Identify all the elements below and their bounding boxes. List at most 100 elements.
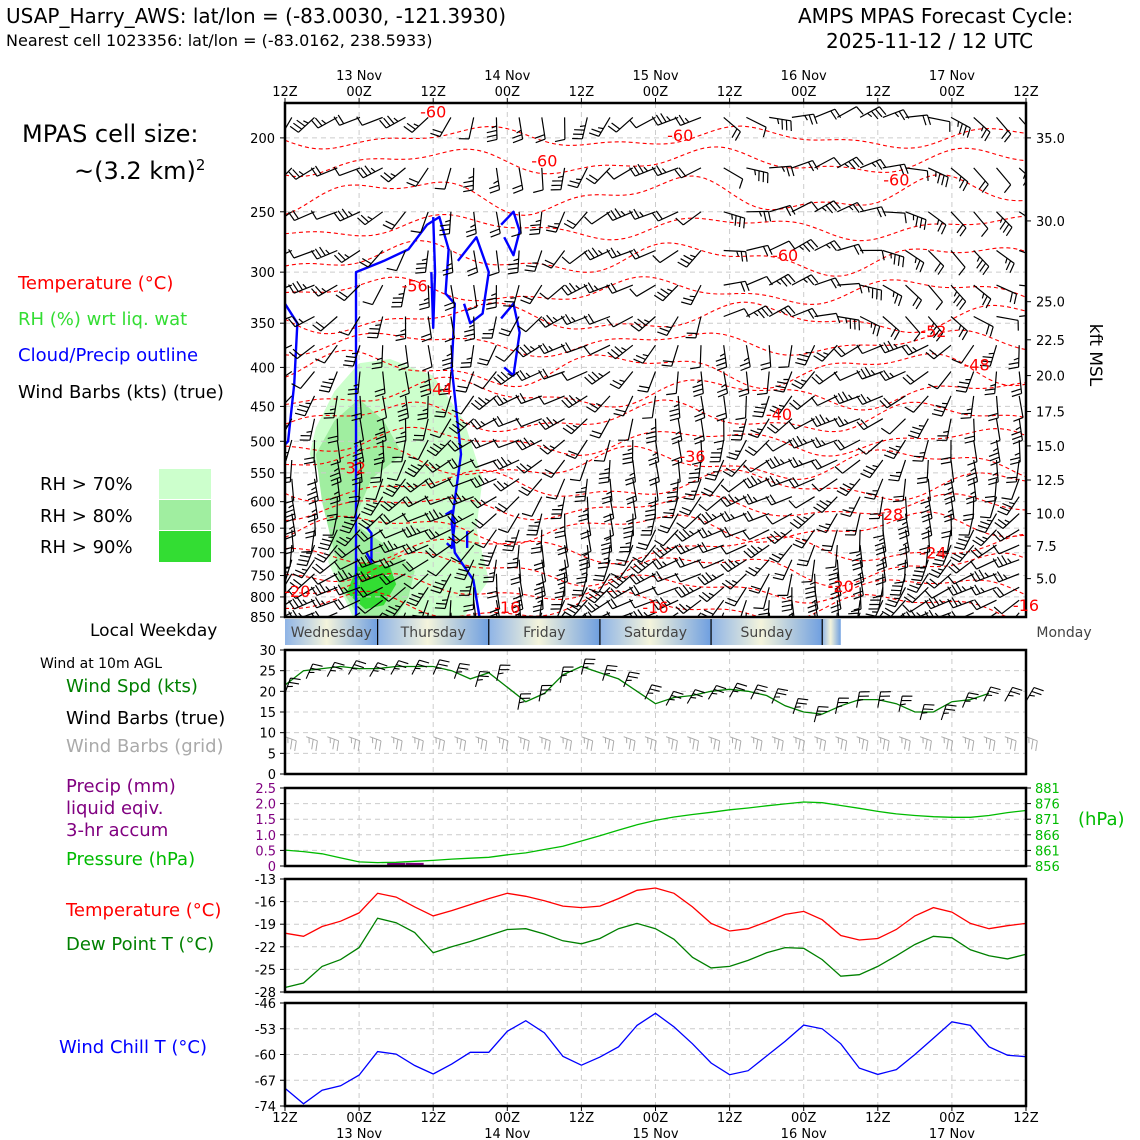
legend-temperature: Temperature (°C): [18, 273, 174, 294]
wind-barb: [538, 343, 565, 355]
wind-barb: [481, 316, 497, 339]
wind-barb: [539, 284, 565, 300]
wind-barb: [429, 418, 452, 439]
wind-barb: [768, 240, 796, 252]
wind-barb: [820, 529, 838, 552]
wind-barb: [674, 167, 702, 179]
wind-barb: [560, 282, 588, 296]
wind-barb: [560, 370, 588, 381]
legend-precip-2: liquid eqiv.: [66, 798, 164, 819]
legend-pressure: Pressure (hPa): [66, 849, 196, 870]
wind-barb: [652, 544, 679, 559]
wind-barb: [588, 573, 611, 594]
wind-barb: [830, 587, 842, 614]
wind-barb: [614, 544, 634, 567]
wind-barb: [833, 439, 861, 451]
wind-barb: [685, 316, 702, 339]
date-label-top: 15 Nov: [632, 69, 678, 84]
legend-cloud: Cloud/Precip outline: [18, 345, 199, 366]
wind-barb: [515, 437, 543, 451]
wind-barb: [288, 210, 315, 222]
pressure-line: [284, 801, 1027, 864]
time-tick-bottom-label: 12Z: [1013, 1111, 1039, 1126]
height-tick-label: 12.5: [1036, 474, 1065, 489]
cloud-outline: [354, 215, 481, 617]
wind-barb: [626, 496, 637, 523]
wind-barb: [503, 284, 520, 307]
cloud-outline: [500, 302, 521, 377]
value-tick-label: -46: [255, 997, 276, 1012]
wind-barb: [735, 395, 747, 421]
wind-barb: [687, 736, 699, 751]
wind-barb: [333, 114, 361, 126]
wind-barb: [367, 316, 384, 339]
wind-barb: [700, 478, 725, 497]
temperature-contour-label: -28: [877, 505, 903, 524]
station-title: USAP_Harry_AWS: lat/lon = (-83.0030, -12…: [6, 4, 507, 28]
wind-barb: [401, 512, 429, 523]
cloud-outline: [430, 216, 437, 330]
temperature-contour-label: -48: [964, 356, 990, 375]
wind-barb: [343, 345, 361, 367]
wind-barb: [284, 677, 301, 694]
wind-barb: [285, 599, 293, 606]
wind-barb: [723, 211, 746, 229]
wind-barb: [602, 664, 618, 681]
wind-barb: [837, 201, 864, 213]
wind-barb: [333, 569, 361, 583]
wind-barb: [539, 439, 565, 455]
wind-barb: [814, 736, 827, 751]
wind-barb: [512, 167, 524, 194]
temperature-contour-label: -16: [642, 598, 668, 617]
wind-barb: [517, 736, 530, 751]
temperature-contour-label: -32: [340, 458, 366, 477]
wind-barb: [310, 573, 338, 585]
wind-barb: [463, 167, 475, 193]
wind-barb: [980, 496, 998, 519]
wind-barb: [719, 526, 747, 538]
wind-barb: [720, 478, 747, 493]
wind-barb: [743, 459, 770, 473]
wind-barb: [769, 165, 795, 177]
wind-barb: [720, 494, 747, 508]
wind-barb: [906, 573, 929, 593]
wind-barb: [285, 395, 293, 404]
wind-barb: [301, 529, 316, 553]
cycle-time: 2025-11-12 / 12 UTC: [826, 29, 1034, 53]
wind-barb: [530, 529, 543, 554]
wind-barb: [651, 165, 679, 177]
wind-barb: [901, 344, 929, 356]
wind-barb: [883, 439, 907, 460]
wind-barb: [746, 305, 773, 319]
wind-barb: [583, 344, 611, 356]
wind-barb: [356, 529, 384, 542]
cloud-outline: [456, 236, 490, 325]
wind-barb: [857, 439, 884, 455]
wind-barb: [554, 573, 566, 599]
wind-barb: [410, 211, 429, 234]
wind-barb: [420, 316, 433, 343]
wind-barb: [769, 116, 792, 132]
height-tick-label: 17.5: [1036, 406, 1065, 421]
wind-barb: [911, 559, 929, 582]
wind-barb: [333, 249, 361, 264]
wind-barb: [285, 559, 293, 582]
wind-barb: [454, 559, 475, 581]
wind-barb: [402, 478, 429, 493]
wind-barb: [584, 599, 611, 613]
wind-barb: [492, 438, 520, 449]
wind-barb: [791, 160, 819, 172]
wind-barb: [902, 599, 929, 613]
wind-barb: [550, 167, 566, 191]
wind-barb: [720, 558, 747, 573]
wind-barb: [693, 418, 705, 445]
wind-barb: [716, 395, 728, 422]
wind-barb: [970, 599, 997, 611]
wind-barb: [856, 418, 884, 431]
temperature-contour-label: -60: [772, 246, 798, 265]
wind-barb: [648, 459, 660, 486]
wind-barb: [988, 439, 1001, 466]
wind-barb: [606, 208, 634, 221]
wind-barb: [495, 344, 520, 362]
wind-barb: [496, 736, 509, 751]
